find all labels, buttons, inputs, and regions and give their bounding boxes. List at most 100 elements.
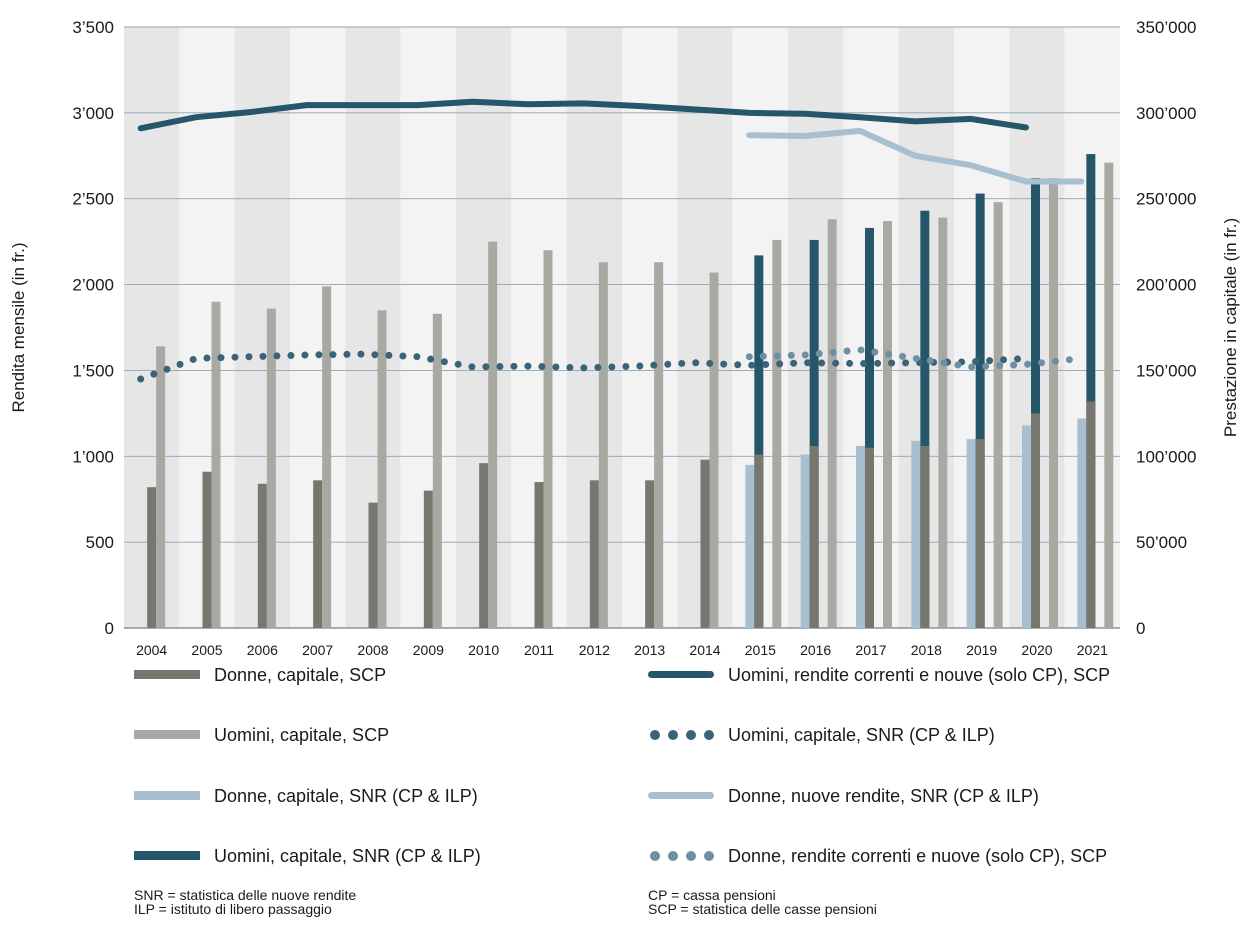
x-tick-label: 2011 — [524, 642, 554, 658]
legend-label: Donne, rendite correnti e nuove (solo CP… — [728, 845, 1108, 866]
legend-item-donne-capitale-snr: Donne, capitale, SNR (CP & ILP) — [134, 785, 478, 807]
bar — [377, 310, 387, 628]
legend-label: Uomini, capitale, SNR (CP & ILP) — [728, 724, 995, 745]
bar — [975, 439, 985, 628]
bar — [856, 445, 865, 628]
y-tick-left: 1’500 — [72, 361, 114, 380]
y-tick-right: 350’000 — [1136, 18, 1197, 37]
y-tick-right: 300’000 — [1136, 104, 1197, 123]
bar — [156, 346, 166, 628]
bar — [202, 471, 212, 628]
bar — [257, 483, 267, 628]
y-tick-right: 100’000 — [1136, 447, 1197, 466]
legend-swatch — [134, 785, 200, 807]
x-tick-label: 2009 — [413, 642, 444, 658]
x-tick-label: 2006 — [247, 642, 278, 658]
bar — [488, 241, 498, 628]
bar — [938, 217, 948, 629]
bar — [883, 221, 892, 628]
bar — [709, 272, 719, 628]
chart-plot: 0 0 500 50’000 1’000 100’000 1’500 150’000 2’000… — [9, 18, 1240, 658]
x-tick-label: 2013 — [634, 642, 665, 658]
x-tick-label: 2015 — [745, 642, 776, 658]
y-tick-right: 0 — [1136, 619, 1145, 638]
legend-item-uomini-rendite-scp: Uomini, rendite correnti e nouve (solo C… — [648, 664, 1110, 686]
y-tick-left: 3’500 — [72, 18, 114, 37]
bar — [809, 445, 819, 628]
legend-label: Donne, capitale, SCP — [214, 664, 387, 685]
bar — [975, 193, 985, 628]
y-tick-right: 50’000 — [1136, 533, 1187, 552]
bar — [1077, 418, 1087, 628]
legend-item-donne-nuove-rendite-snr: Donne, nuove rendite, SNR (CP & ILP) — [648, 785, 1039, 807]
y-axis-title-left: Rendita mensile (in fr.) — [9, 242, 28, 412]
bar — [423, 490, 433, 628]
legend-swatch — [134, 724, 200, 746]
bar — [534, 482, 544, 628]
legend-swatch — [134, 664, 200, 686]
bar — [479, 463, 489, 628]
y-tick-left: 3’000 — [72, 104, 114, 123]
legend-swatch — [648, 845, 714, 867]
x-tick-label: 2021 — [1077, 642, 1108, 658]
legend-item-uomini-capitale-scp: Uomini, capitale, SCP — [134, 724, 389, 746]
legend-swatch — [648, 664, 714, 686]
notes-right: CP = cassa pensioni SCP = statistica del… — [648, 888, 877, 916]
legend-item-uomini-capitale-snr: Uomini, capitale, SNR (CP & ILP) — [134, 845, 481, 867]
bar — [645, 480, 655, 628]
note-ilp: ILP = istituto di libero passaggio — [134, 901, 332, 917]
x-tick-label: 2005 — [191, 642, 222, 658]
series-line — [137, 98, 1029, 132]
bar — [211, 301, 221, 628]
y-tick-left: 2’500 — [72, 190, 114, 209]
bar — [745, 464, 755, 628]
bar — [865, 447, 874, 628]
bar — [700, 459, 710, 628]
bar — [809, 239, 819, 628]
legend-label: Donne, capitale, SNR (CP & ILP) — [214, 785, 478, 806]
series-line — [746, 127, 1085, 185]
bar — [322, 286, 332, 628]
bar — [1031, 413, 1040, 628]
bar — [966, 439, 976, 628]
x-tick-label: 2018 — [911, 642, 942, 658]
note-cp: CP = cassa pensioni — [648, 887, 776, 903]
y-tick-right: 250’000 — [1136, 190, 1197, 209]
bar — [993, 202, 1003, 629]
y-tick-left: 0 — [105, 619, 114, 638]
bar — [827, 219, 837, 628]
x-tick-label: 2020 — [1021, 642, 1052, 658]
bar — [911, 440, 921, 628]
legend-item-donne-capitale-scp: Donne, capitale, SCP — [134, 664, 386, 686]
legend-swatch — [648, 785, 714, 807]
y-tick-right: 150’000 — [1136, 361, 1197, 380]
x-tick-label: 2007 — [302, 642, 333, 658]
bar — [1022, 425, 1031, 628]
bar — [432, 313, 442, 628]
bar — [754, 454, 764, 628]
y-tick-right: 200’000 — [1136, 276, 1197, 295]
x-tick-label: 2017 — [855, 642, 886, 658]
bar — [865, 227, 874, 629]
x-tick-label: 2016 — [800, 642, 831, 658]
x-tick-label: 2004 — [136, 642, 167, 658]
x-tick-label: 2010 — [468, 642, 499, 658]
notes-left: SNR = statistica delle nuove rendite ILP… — [134, 888, 356, 916]
legend-swatch — [134, 845, 200, 867]
series-dotted-line — [137, 350, 1030, 383]
y-tick-left: 500 — [86, 533, 114, 552]
x-tick-label: 2014 — [689, 642, 720, 658]
bar — [1049, 178, 1058, 628]
bar — [920, 210, 930, 628]
bar — [1031, 178, 1040, 628]
y-axis-title-right: Prestazione in capitale (in fr.) — [1221, 218, 1240, 437]
legend-item-donne-rendite-scp-dots: Donne, rendite correnti e nuove (solo CP… — [648, 845, 1107, 867]
x-tick-label: 2008 — [357, 642, 388, 658]
x-tick-label: 2019 — [966, 642, 997, 658]
note-scp: SCP = statistica delle casse pensioni — [648, 901, 877, 917]
bar — [543, 250, 553, 628]
legend-label: Uomini, capitale, SNR (CP & ILP) — [214, 845, 481, 866]
legend-item-uomini-capitale-snr-dots: Uomini, capitale, SNR (CP & ILP) — [648, 724, 995, 746]
bar — [598, 262, 608, 628]
